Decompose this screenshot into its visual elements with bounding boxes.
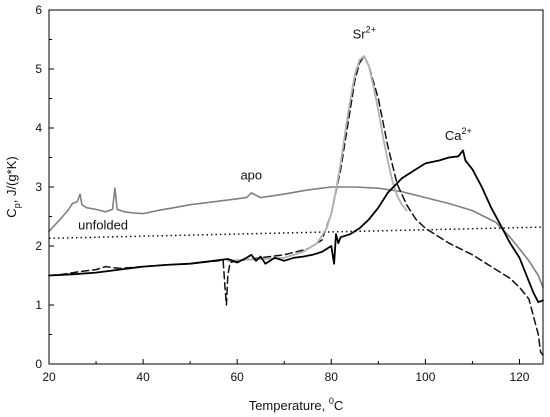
x-axis-title-unit: C bbox=[334, 398, 343, 413]
y-tick-label: 3 bbox=[35, 180, 42, 194]
y-tick-label: 6 bbox=[35, 3, 42, 17]
y-tick-label: 5 bbox=[35, 62, 42, 76]
x-tick-label: 60 bbox=[231, 370, 245, 384]
series-line-1 bbox=[48, 186, 544, 289]
annotation-text: Sr bbox=[353, 26, 367, 41]
x-tick-label: 20 bbox=[42, 370, 56, 384]
annotation-text: unfolded bbox=[78, 217, 128, 232]
y-tick-label: 4 bbox=[35, 121, 42, 135]
y-tick-label: 1 bbox=[35, 298, 42, 312]
y-axis-ticks: 0 1 2 3 4 5 6 bbox=[35, 3, 54, 371]
y-axis-title: Cp, J/(g*K) bbox=[4, 156, 22, 217]
annotation-label: unfolded bbox=[78, 217, 128, 232]
x-tick-label: 80 bbox=[325, 370, 339, 384]
plot-frame bbox=[48, 9, 544, 365]
annotation-text: Ca bbox=[445, 128, 462, 143]
annotation-label: Sr2+ bbox=[353, 24, 376, 41]
x-tick-label: 120 bbox=[509, 370, 529, 384]
series-layer bbox=[48, 55, 544, 356]
y-axis-title-unit: , J/(g*K) bbox=[4, 156, 19, 203]
x-axis-title-unit-sup: 0 bbox=[329, 396, 334, 406]
x-tick-label: 40 bbox=[136, 370, 150, 384]
y-axis-title-symbol: C bbox=[4, 208, 19, 217]
series-line-5 bbox=[48, 149, 544, 304]
annotation-label: Ca2+ bbox=[445, 126, 472, 143]
series-line-3 bbox=[48, 55, 544, 356]
y-tick-label: 0 bbox=[35, 357, 42, 371]
x-axis-title: Temperature, 0C bbox=[249, 396, 344, 413]
annotation-label: apo bbox=[240, 167, 262, 182]
annotation-superscript: 2+ bbox=[461, 126, 471, 136]
series-line-4 bbox=[226, 55, 408, 262]
series-line-2 bbox=[48, 226, 544, 240]
x-axis-title-text: Temperature, bbox=[249, 398, 329, 413]
y-tick-label: 2 bbox=[35, 239, 42, 253]
x-tick-label: 100 bbox=[415, 370, 435, 384]
x-axis-ticks: 20 40 60 80 100 120 bbox=[42, 359, 530, 384]
annotation-text: apo bbox=[240, 167, 262, 182]
y-axis-title-subscript: p bbox=[12, 203, 22, 208]
annotation-superscript: 2+ bbox=[366, 24, 376, 34]
